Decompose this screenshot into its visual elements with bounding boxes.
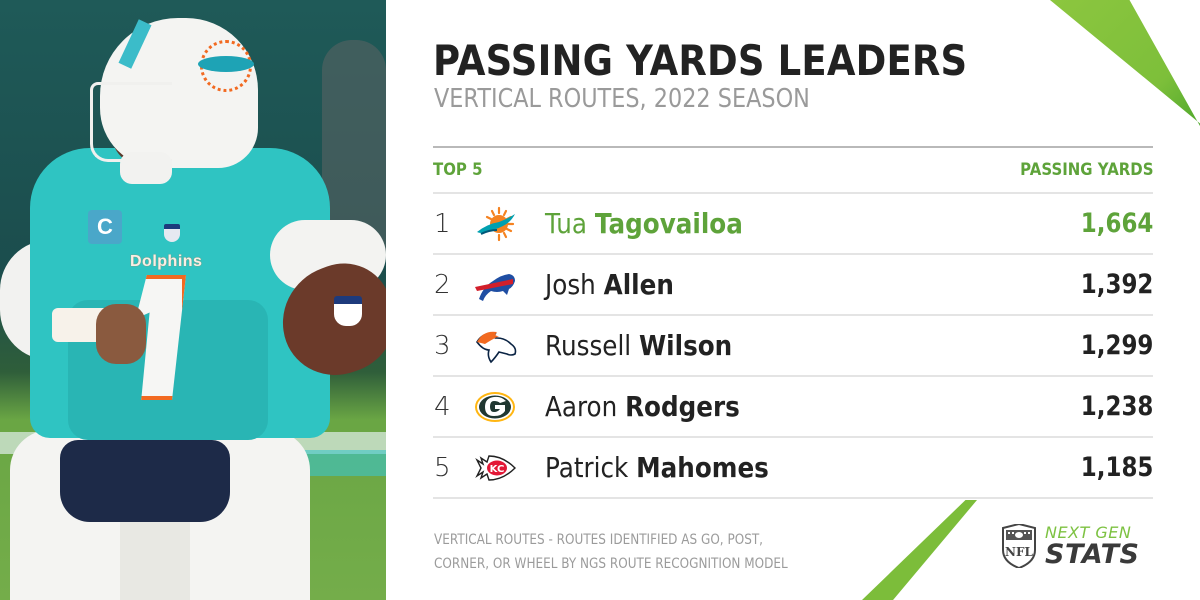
player-name: Tua Tagovailoa [545,207,1005,240]
table-row: 2 Josh Allen 1,392 [433,255,1153,316]
hand-warmer [60,440,230,522]
page-title: PASSING YARDS LEADERS [433,36,968,85]
player-last-name: Allen [603,268,674,301]
player-towel [120,520,190,600]
rank: 1 [434,208,451,239]
column-header-top5: TOP 5 [433,160,483,180]
packers-logo-icon [473,387,545,427]
rank: 2 [434,269,451,300]
table-row: 1 Tua Tagovailoa 1,664 [433,194,1153,255]
ngs-wordmark: NEXT GEN STATS [1045,522,1140,570]
rank: 4 [434,391,451,422]
captain-patch: C [88,210,122,244]
nfl-shield-icon: NFL [1002,524,1036,568]
column-header-passing-yards: PASSING YARDS [1019,160,1153,180]
rank: 5 [434,452,451,483]
ngs-stats-text: STATS [1045,538,1140,570]
football-nfl-shield-icon [334,296,362,326]
jersey-wordmark: Dolphins [130,253,203,270]
player-last-name: Mahomes [636,451,769,484]
rank: 3 [434,330,451,361]
table-row: 3 Russell Wilson 1,299 [433,316,1153,377]
chin-strap [120,152,172,184]
footnote-line-2: CORNER, OR WHEEL BY NGS ROUTE RECOGNITIO… [434,556,788,572]
dolphins-logo-icon [473,204,545,244]
broncos-logo-icon [473,326,545,366]
green-slash-bottom [862,500,977,600]
bills-logo-icon [473,265,545,305]
player-last-name: Tagovailoa [594,207,743,240]
player-last-name: Rodgers [625,390,740,423]
player-first-name: Tua [545,207,588,240]
passing-yards-value: 1,299 [1080,330,1153,361]
table-top-rule [433,146,1153,148]
passing-yards-value: 1,185 [1080,452,1153,483]
ngs-next-gen-text: NEXT GEN [1045,522,1132,542]
player-name: Patrick Mahomes [545,451,1005,484]
svg-text:NFL: NFL [1005,545,1033,559]
helmet-dolphin-logo-icon [198,56,254,72]
player-first-name: Aaron [545,390,618,423]
player-name: Russell Wilson [545,329,1005,362]
player-first-name: Josh [545,268,596,301]
leaderboard-table: TOP 5 PASSING YARDS 1 Tua Tagovailoa 1,6… [433,146,1153,499]
nfl-shield-icon [164,224,180,242]
player-first-name: Patrick [545,451,629,484]
green-slash-top [1050,0,1200,126]
player-first-name: Russell [545,329,632,362]
footnote-line-1: VERTICAL ROUTES - ROUTES IDENTIFIED AS G… [434,532,764,548]
player-hand [96,304,146,364]
table-row: 5 KC Patrick Mahomes 1,185 [433,438,1153,499]
passing-yards-value: 1,392 [1080,269,1153,300]
next-gen-stats-logo: NFL NEXT GEN STATS [1001,524,1139,568]
footnote: VERTICAL ROUTES - ROUTES IDENTIFIED AS G… [434,528,788,576]
player-name: Aaron Rodgers [545,390,1005,423]
table-header: TOP 5 PASSING YARDS [433,148,1153,194]
player-name: Josh Allen [545,268,1005,301]
svg-text:KC: KC [490,464,505,475]
passing-yards-value: 1,664 [1080,208,1153,239]
table-row: 4 Aaron Rodgers 1,238 [433,377,1153,438]
chiefs-logo-icon: KC [473,448,545,488]
player-last-name: Wilson [638,329,733,362]
page-subtitle: VERTICAL ROUTES, 2022 SEASON [434,84,810,114]
passing-yards-value: 1,238 [1080,391,1153,422]
facemask [90,82,172,162]
player-photo: Dolphins C [0,0,386,600]
